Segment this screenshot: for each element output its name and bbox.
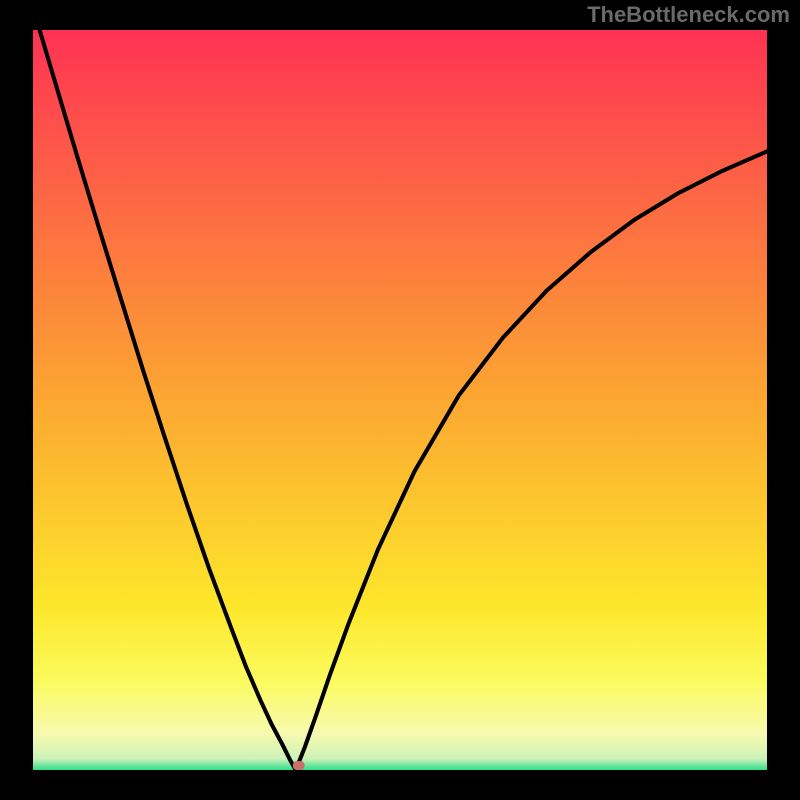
plot-area bbox=[33, 30, 767, 770]
min-point-marker bbox=[293, 761, 305, 770]
watermark-text: TheBottleneck.com bbox=[587, 2, 790, 28]
bottleneck-curve bbox=[33, 30, 767, 770]
chart-container: TheBottleneck.com bbox=[0, 0, 800, 800]
curve-left-branch bbox=[33, 30, 296, 770]
curve-right-branch bbox=[296, 151, 767, 770]
